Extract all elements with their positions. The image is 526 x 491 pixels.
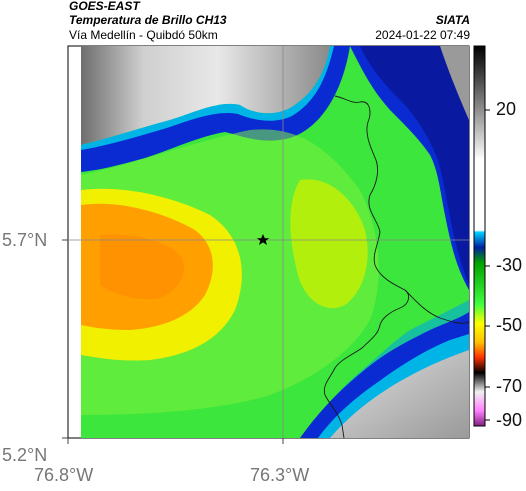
clear-sky-bottom-right	[330, 350, 469, 438]
organization-label: SIATA	[435, 13, 470, 27]
satellite-title: GOES-EAST	[69, 0, 140, 13]
colorbar-tick-minus-50: -50	[496, 315, 523, 335]
colorbar-tick-20: 20	[496, 99, 517, 119]
datetime-label: 2024-01-22 07:49	[375, 28, 470, 42]
blue-band-top	[81, 46, 350, 172]
lat-tick-5-7: 5.7°N	[2, 230, 48, 250]
star-marker	[256, 234, 270, 245]
product-title: Temperatura de Brillo CH13	[69, 13, 227, 27]
lon-tick-76-8: 76.8°W	[34, 465, 94, 485]
colorbar-tick-minus-30: -30	[496, 255, 523, 275]
coastline	[323, 95, 410, 438]
yellow-green-region	[290, 179, 368, 309]
clear-sky-top	[81, 46, 330, 145]
route-subtitle: Vía Medellín - Quibdó 50km	[69, 28, 218, 42]
lat-tick-5-2: 5.2°N	[2, 445, 48, 465]
colorbar-tick-minus-70: -70	[496, 376, 523, 396]
colorbar-tick-minus-90: -90	[496, 410, 523, 430]
colorbar	[473, 45, 486, 427]
lon-tick-76-3: 76.3°W	[250, 465, 310, 485]
